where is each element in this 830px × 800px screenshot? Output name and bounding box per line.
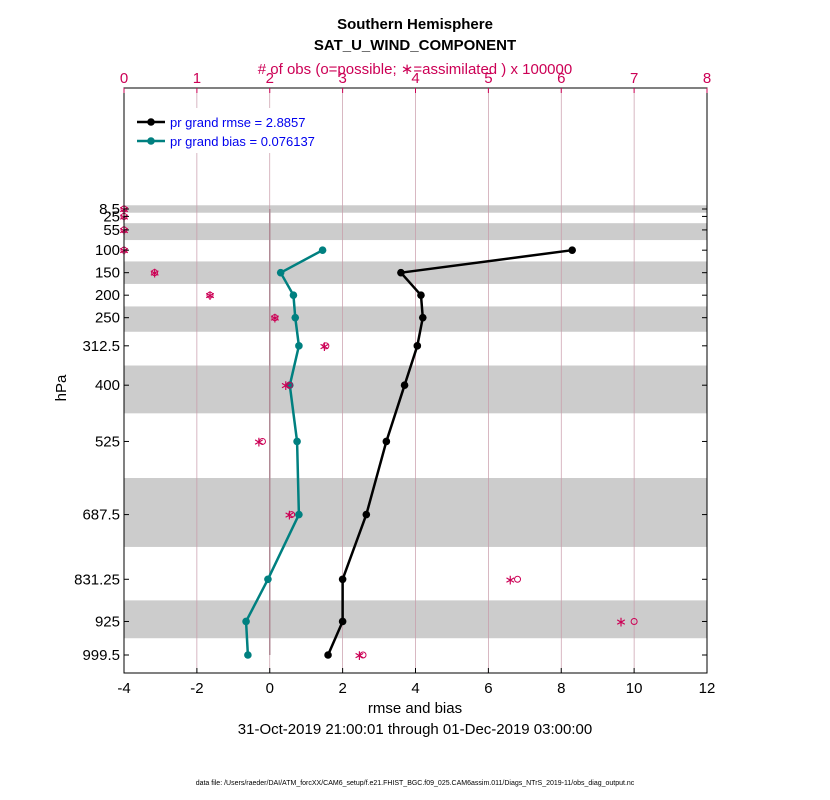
series-point-bias <box>242 617 250 626</box>
top-tick-label: 4 <box>411 70 419 87</box>
obs-possible-marker <box>630 617 638 625</box>
series-layer: ∗∗∗∗∗∗∗∗∗∗∗∗∗∗ <box>118 201 638 663</box>
series-point-bias <box>293 437 301 446</box>
obs-possible-marker <box>271 314 279 322</box>
series-point-rmse <box>382 437 391 446</box>
obs-assimilated-marker: ∗ <box>284 507 296 523</box>
top-tick-label: 0 <box>120 70 128 87</box>
x-tick-label: 0 <box>266 680 274 697</box>
y-tick-label: 100 <box>95 242 120 259</box>
legend-box <box>130 108 335 153</box>
top-tick-label: 3 <box>338 70 346 87</box>
series-point-bias <box>318 246 327 254</box>
legend: pr grand rmse = 2.8857 pr grand bias = 0… <box>130 108 335 153</box>
series-point-rmse <box>397 268 405 277</box>
obs-assimilated-marker: ∗ <box>615 613 627 629</box>
y-tick-label: 831.25 <box>74 571 120 588</box>
top-tick-label: 1 <box>193 70 201 87</box>
series-point-rmse <box>417 291 425 299</box>
obs-possible-marker <box>258 437 266 445</box>
y-tick-label: 400 <box>95 377 120 394</box>
series-point-bias <box>295 510 303 519</box>
obs-assimilated-marker: ∗ <box>269 310 281 326</box>
top-tick-label: 8 <box>703 70 711 87</box>
x-tick-label: 8 <box>557 680 565 697</box>
y-tick-label: 25 <box>103 208 120 225</box>
obs-possible-marker <box>359 651 367 659</box>
y-tick-label: 55 <box>103 222 120 239</box>
x-tick-label: 2 <box>338 680 346 697</box>
legend-bias-label: pr grand bias = 0.076137 <box>170 134 315 149</box>
legend-bias-marker <box>147 137 155 145</box>
series-point-bias <box>295 342 303 350</box>
obs-possible-marker <box>285 381 293 389</box>
top-tick-label: 5 <box>484 70 492 87</box>
obs-assimilated-marker: ∗ <box>280 377 292 393</box>
series-point-rmse <box>568 246 576 254</box>
series-point-rmse <box>324 651 332 659</box>
top-tick-label: 2 <box>266 70 274 87</box>
obs-assimilated-marker: ∗ <box>354 647 366 663</box>
x-tick-label: 4 <box>411 680 419 697</box>
series-point-bias <box>289 291 298 299</box>
obs-possible-marker <box>322 342 330 350</box>
y-tick-label: 525 <box>95 433 120 450</box>
obs-assimilated-marker: ∗ <box>204 287 216 303</box>
y-axis-label: hPa <box>53 374 70 401</box>
series-point-rmse <box>400 381 409 389</box>
x-axis-label: rmse and bias <box>368 700 462 717</box>
top-axis-label: # of obs (o=possible; ∗=assimilated ) x … <box>258 61 572 78</box>
legend-rmse-marker <box>147 118 155 126</box>
y-tick-label: 925 <box>95 613 120 630</box>
obs-possible-marker <box>206 291 214 299</box>
x-tick-label: 10 <box>626 680 643 697</box>
y-tick-label: 250 <box>95 310 120 327</box>
series-point-bias <box>276 268 285 277</box>
obs-assimilated-marker: ∗ <box>149 265 161 281</box>
chart-title: Southern Hemisphere <box>337 16 493 33</box>
x-tick-label: -4 <box>117 680 130 697</box>
series-point-bias <box>244 651 252 659</box>
date-range: 31-Oct-2019 21:00:01 through 01-Dec-2019… <box>238 721 592 738</box>
series-point-rmse <box>338 617 347 626</box>
series-point-rmse <box>418 313 427 322</box>
obs-assimilated-marker: ∗ <box>504 571 516 587</box>
top-tick-label: 6 <box>557 70 565 87</box>
top-tick-label: 7 <box>630 70 638 87</box>
axes-layer: -4 -2 0 2 4 6 8 10 120 1 2 3 4 5 6 7 88.5255510015020025… <box>74 70 715 697</box>
series-point-bias <box>264 575 272 584</box>
y-tick-label: 312.5 <box>82 338 120 355</box>
obs-possible-marker <box>288 511 296 519</box>
y-tick-label: 687.5 <box>82 507 120 524</box>
obs-assimilated-marker: ∗ <box>253 433 265 449</box>
series-point-rmse <box>362 510 371 519</box>
y-tick-label: 8.5 <box>99 201 120 218</box>
y-tick-label: 200 <box>95 287 120 304</box>
obs-assimilated-marker: ∗ <box>319 338 331 354</box>
x-tick-label: 12 <box>699 680 716 697</box>
obs-possible-marker <box>514 575 522 583</box>
y-tick-label: 999.5 <box>82 647 120 664</box>
obs-possible-marker <box>151 269 159 277</box>
x-tick-label: -2 <box>190 680 203 697</box>
x-tick-label: 6 <box>484 680 492 697</box>
chart-subtitle: SAT_U_WIND_COMPONENT <box>314 37 516 54</box>
legend-rmse-label: pr grand rmse = 2.8857 <box>170 115 306 130</box>
footer-datafile: data file: /Users/raeder/DAI/ATM_forcXX/… <box>196 780 635 787</box>
series-point-rmse <box>413 342 422 350</box>
series-point-bias <box>291 313 300 322</box>
y-tick-label: 150 <box>95 265 120 282</box>
series-point-rmse <box>338 575 347 584</box>
